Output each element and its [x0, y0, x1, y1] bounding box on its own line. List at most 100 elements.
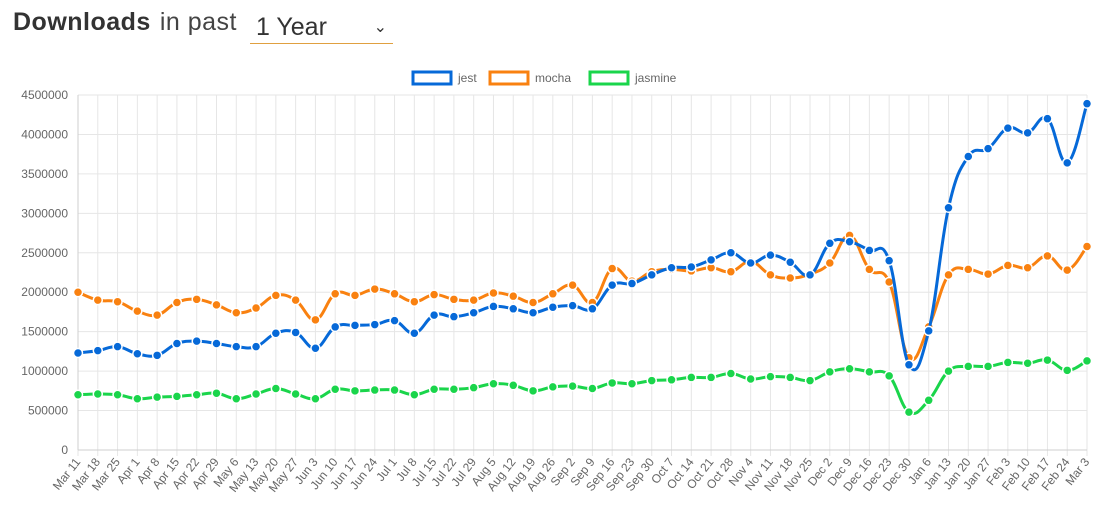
data-point-jest	[132, 348, 143, 360]
data-point-jest	[666, 262, 677, 274]
data-point-jest	[151, 350, 163, 361]
downloads-line-chart: 0 500000 1000000 1500000 2000000 2500000 30000…	[21, 70, 1093, 495]
data-point-jasmine	[468, 382, 479, 393]
data-point-mocha	[310, 314, 321, 326]
y-tick-label: 2000000	[21, 285, 68, 299]
data-point-jasmine	[725, 368, 737, 379]
data-point-mocha	[824, 257, 836, 269]
data-point-jasmine	[389, 384, 400, 396]
data-point-jest	[765, 249, 776, 261]
data-point-jasmine	[547, 381, 559, 393]
data-point-jest	[250, 341, 262, 352]
data-point-jest	[844, 236, 855, 247]
data-point-jasmine	[1061, 365, 1073, 376]
y-tick-label: 4000000	[21, 127, 68, 141]
data-point-jasmine	[626, 378, 638, 389]
data-point-jest	[112, 341, 123, 352]
page-subtitle: in past	[159, 8, 238, 36]
data-point-jasmine	[488, 378, 499, 389]
data-point-jest	[784, 256, 796, 268]
data-point-jest	[982, 143, 994, 154]
data-point-jasmine	[72, 389, 84, 401]
data-point-mocha	[765, 269, 776, 281]
data-point-jest	[686, 261, 697, 273]
data-point-mocha	[567, 279, 578, 291]
data-point-jest	[824, 238, 836, 249]
data-point-jasmine	[1081, 355, 1093, 367]
data-point-jasmine	[765, 371, 776, 382]
data-point-mocha	[171, 297, 183, 308]
data-point-jasmine	[369, 384, 381, 396]
data-point-mocha	[725, 266, 737, 277]
data-point-jest	[943, 202, 954, 214]
x-tick-label: Jul 1	[373, 455, 400, 484]
data-point-jasmine	[745, 373, 756, 385]
data-point-jest	[705, 254, 717, 266]
data-point-jasmine	[923, 395, 934, 406]
data-point-jasmine	[804, 375, 816, 386]
data-point-mocha	[963, 264, 974, 275]
data-point-jest	[745, 257, 756, 269]
legend-label-jest: jest	[457, 71, 477, 85]
data-point-jest	[864, 245, 875, 256]
data-point-jasmine	[963, 361, 974, 372]
data-point-mocha	[250, 302, 262, 314]
data-point-jest	[963, 151, 974, 162]
data-point-mocha	[329, 288, 341, 300]
time-range-select[interactable]: 1 Year ⌄	[250, 10, 393, 44]
data-point-jest	[409, 327, 420, 339]
legend-swatch-mocha	[488, 70, 530, 86]
data-point-mocha	[784, 272, 796, 284]
legend-label-jasmine: jasmine	[634, 71, 677, 85]
data-point-jest	[369, 319, 381, 330]
data-point-jest	[270, 327, 282, 339]
data-point-jasmine	[666, 374, 677, 386]
data-point-jest	[923, 325, 934, 337]
data-point-jest	[488, 301, 499, 312]
series-line-mocha	[77, 233, 1089, 362]
data-point-mocha	[1022, 262, 1033, 274]
data-point-jasmine	[171, 391, 183, 402]
data-point-jasmine	[270, 383, 282, 394]
data-point-jasmine	[112, 389, 123, 401]
data-point-jest	[1022, 127, 1033, 139]
data-point-mocha	[448, 294, 460, 305]
data-point-mocha	[191, 294, 202, 305]
data-point-jest	[349, 320, 361, 331]
data-point-jasmine	[92, 388, 104, 400]
data-point-jasmine	[784, 372, 796, 383]
data-point-mocha	[547, 288, 559, 300]
data-point-jasmine	[1002, 357, 1014, 368]
series-line-jasmine	[77, 358, 1088, 415]
data-point-jest	[547, 301, 559, 313]
data-point-mocha	[428, 289, 440, 300]
data-point-jasmine	[231, 393, 242, 404]
data-point-jest	[587, 303, 598, 315]
data-point-jasmine	[329, 384, 341, 395]
chevron-down-icon: ⌄	[373, 19, 387, 36]
data-point-mocha	[606, 263, 618, 274]
data-point-jasmine	[508, 380, 519, 391]
data-point-jasmine	[646, 375, 657, 386]
data-point-jest	[231, 341, 242, 352]
data-point-jest	[883, 255, 895, 266]
data-point-mocha	[349, 290, 361, 301]
data-point-jest	[527, 307, 539, 318]
data-point-mocha	[231, 307, 242, 318]
data-point-jest	[725, 247, 737, 259]
data-point-mocha	[982, 268, 994, 280]
y-tick-label: 1000000	[21, 364, 68, 378]
y-tick-label: 0	[61, 443, 68, 457]
data-point-jasmine	[1042, 354, 1053, 366]
data-point-jasmine	[982, 361, 994, 372]
y-tick-label: 500000	[28, 404, 68, 418]
data-point-jest	[567, 300, 578, 311]
data-point-jest	[508, 303, 519, 315]
data-point-jasmine	[705, 372, 717, 383]
y-tick-label: 4500000	[21, 88, 68, 102]
data-point-mocha	[211, 299, 222, 311]
data-point-jest	[1081, 98, 1093, 109]
data-point-mocha	[1002, 260, 1014, 271]
data-point-jasmine	[428, 384, 440, 395]
data-point-jest	[468, 307, 479, 318]
